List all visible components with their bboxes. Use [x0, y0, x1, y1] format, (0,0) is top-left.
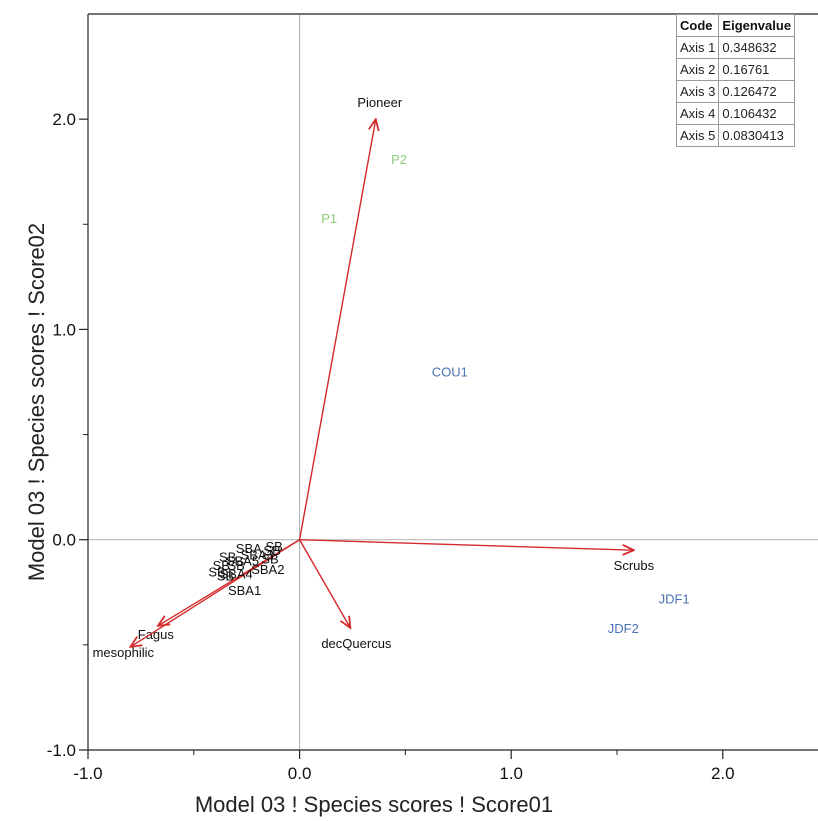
- site-label: SB: [266, 539, 283, 554]
- eigenvalue: 0.16761: [718, 58, 796, 81]
- vector-arrow: [298, 539, 351, 628]
- vector-label: Fagus: [138, 627, 175, 642]
- site-label: SB: [217, 568, 234, 583]
- tick-labels: -1.0 0.0 1.0 2.0 -1.0 0.0 1.0 2.0: [47, 110, 735, 783]
- site-label: P2: [391, 152, 407, 167]
- eigenvalue: 0.126472: [718, 80, 796, 103]
- site-label: SBA5: [226, 554, 259, 569]
- y-tick-label: 0.0: [52, 531, 76, 550]
- site-label: SBA3: [241, 547, 274, 562]
- site-labels: P1P2COU1JDF1JDF2SBA1SBA2SBASBA3SBA4SBA5S…: [208, 152, 689, 636]
- y-tick-label: 2.0: [52, 110, 76, 129]
- vector-label: Scrubs: [614, 558, 655, 573]
- x-tick-label: 2.0: [711, 764, 735, 783]
- eigenvalue: 0.106432: [718, 102, 796, 125]
- axis-code: Axis 1: [675, 36, 720, 59]
- eigenvalue: 0.348632: [718, 36, 796, 59]
- site-label: SB: [208, 564, 225, 579]
- axis-code: Axis 2: [675, 58, 720, 81]
- site-label: P1: [321, 211, 337, 226]
- axis-code: Axis 5: [675, 124, 720, 147]
- site-label: SBA2: [251, 562, 284, 577]
- axis-code: Axis 4: [675, 102, 720, 125]
- site-label: COU1: [432, 364, 468, 379]
- eigenvalue-column-header: Eigenvalue: [718, 14, 796, 37]
- vector-label: mesophilic: [93, 645, 155, 660]
- vector-arrow: [298, 119, 376, 540]
- code-column-header: Code: [675, 14, 720, 37]
- site-label: SB: [227, 558, 244, 573]
- y-axis-title: Model 03 ! Species scores ! Score02: [24, 223, 49, 581]
- site-label: SB: [219, 550, 236, 565]
- eigenvalue-table: Code Eigenvalue Axis 1 0.348632 Axis 2 0…: [675, 14, 796, 147]
- x-tick-label: 0.0: [288, 764, 312, 783]
- axis-code: Axis 3: [675, 80, 720, 103]
- x-tick-label: -1.0: [73, 764, 102, 783]
- site-label: JDF2: [608, 621, 639, 636]
- site-label: SBA4: [219, 566, 252, 581]
- x-tick-label: 1.0: [499, 764, 523, 783]
- y-tick-label: -1.0: [47, 741, 76, 760]
- vector-arrow: [130, 539, 300, 647]
- vector-arrow: [299, 539, 634, 551]
- site-label: JDF1: [659, 592, 690, 607]
- table-row: Axis 1 0.348632: [675, 36, 796, 59]
- tick-marks: [79, 118, 724, 759]
- site-label: SB: [213, 558, 230, 573]
- site-label: SBA1: [228, 583, 261, 598]
- environmental-vectors: Pioneer Scrubs decQuercus Fagus mesophilic: [93, 95, 655, 660]
- vector-label: Pioneer: [357, 95, 402, 110]
- y-tick-label: 1.0: [52, 320, 76, 339]
- table-row: Axis 4 0.106432: [675, 102, 796, 125]
- eigenvalue-table-header: Code Eigenvalue: [675, 14, 796, 37]
- table-row: Axis 3 0.126472: [675, 80, 796, 103]
- site-label: SB: [263, 543, 280, 558]
- vector-label: decQuercus: [321, 636, 392, 651]
- zero-lines: [88, 14, 818, 750]
- x-axis-title: Model 03 ! Species scores ! Score01: [195, 792, 553, 817]
- site-label: SBA: [236, 541, 262, 556]
- table-row: Axis 5 0.0830413: [675, 124, 796, 147]
- site-label: SB: [261, 552, 278, 567]
- eigenvalue: 0.0830413: [718, 124, 796, 147]
- table-row: Axis 2 0.16761: [675, 58, 796, 81]
